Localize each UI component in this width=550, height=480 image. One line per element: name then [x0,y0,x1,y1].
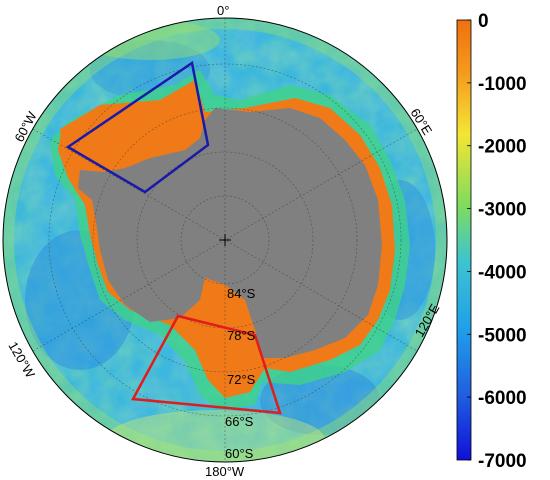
weddell-sea-box [65,60,210,194]
longitude-label-0: 0° [217,3,229,18]
colorbar-ticks: 0 -1000 -2000 -3000 -4000 -5000 -6000 -7000 [467,11,527,472]
latitude-label-78s: 78°S [227,328,256,343]
colorbar-tick-label: 0 [478,11,489,32]
colorbar-tick-label: -4000 [478,262,527,283]
colorbar [456,19,472,461]
antarctica-land [78,108,382,358]
latitude-label-60s: 60°S [225,446,254,461]
colorbar-tick-label: -1000 [478,74,527,95]
colorbar-tick-label: -6000 [478,388,527,409]
weddell-shelf [75,120,205,172]
longitude-label-180w: 180°W [205,464,245,479]
latitude-label-84s: 84°S [227,286,256,301]
colorbar-tick-label: -2000 [478,137,527,158]
pole-marker [219,234,231,246]
ross-shelf [198,278,262,395]
latitude-label-72s: 72°S [227,372,256,387]
ocean-disc [3,18,447,462]
ross-sea-box [131,314,282,415]
colorbar-tick-label: -5000 [478,325,527,346]
colorbar-tick-label: -7000 [478,451,527,472]
latitude-label-66s: 66°S [225,414,254,429]
colorbar-tick-label: -3000 [478,200,527,221]
map-boundary [2,17,448,463]
